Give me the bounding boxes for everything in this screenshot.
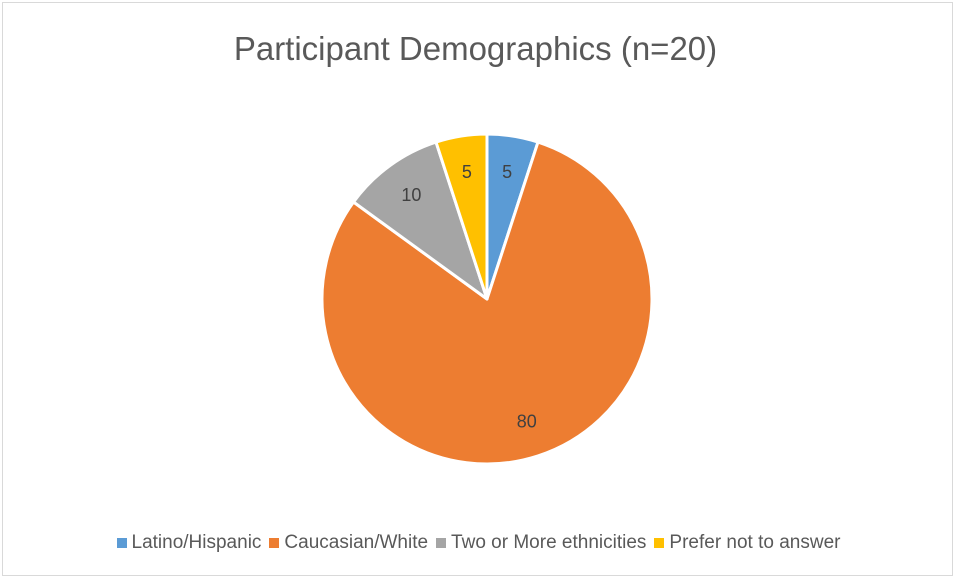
pie-labels: 5 80 10 5	[401, 162, 536, 432]
legend-label-latino-hispanic: Latino/Hispanic	[131, 532, 262, 553]
legend-item-two-or-more[interactable]: Two or More ethnicities	[436, 532, 646, 554]
legend-swatch-two-or-more	[436, 538, 447, 548]
pie-slice-caucasian-white[interactable]	[320, 140, 654, 466]
pie-slices	[320, 132, 654, 466]
legend-item-latino-hispanic[interactable]: Latino/Hispanic	[116, 532, 262, 554]
legend: Latino/Hispanic Caucasian/White Two or M…	[0, 532, 957, 554]
legend-label-prefer-not: Prefer not to answer	[669, 532, 841, 553]
legend-swatch-prefer-not	[654, 538, 665, 548]
chart-title: Participant Demographics (n=20)	[233, 30, 718, 67]
data-label-two-or-more: 10	[401, 185, 421, 205]
data-label-caucasian-white: 80	[517, 411, 537, 431]
legend-item-caucasian-white[interactable]: Caucasian/White	[269, 532, 428, 554]
legend-swatch-latino-hispanic	[116, 538, 127, 548]
legend-label-caucasian-white: Caucasian/White	[284, 532, 429, 553]
data-label-prefer-not: 5	[462, 162, 472, 182]
pie-slice-prefer-not[interactable]	[434, 132, 489, 301]
legend-item-prefer-not[interactable]: Prefer not to answer	[654, 532, 841, 554]
legend-swatch-caucasian-white	[269, 538, 280, 548]
pie-slice-two-or-more[interactable]	[352, 140, 489, 301]
legend-label-two-or-more: Two or More ethnicities	[451, 532, 647, 553]
data-label-latino-hispanic: 5	[502, 162, 512, 182]
